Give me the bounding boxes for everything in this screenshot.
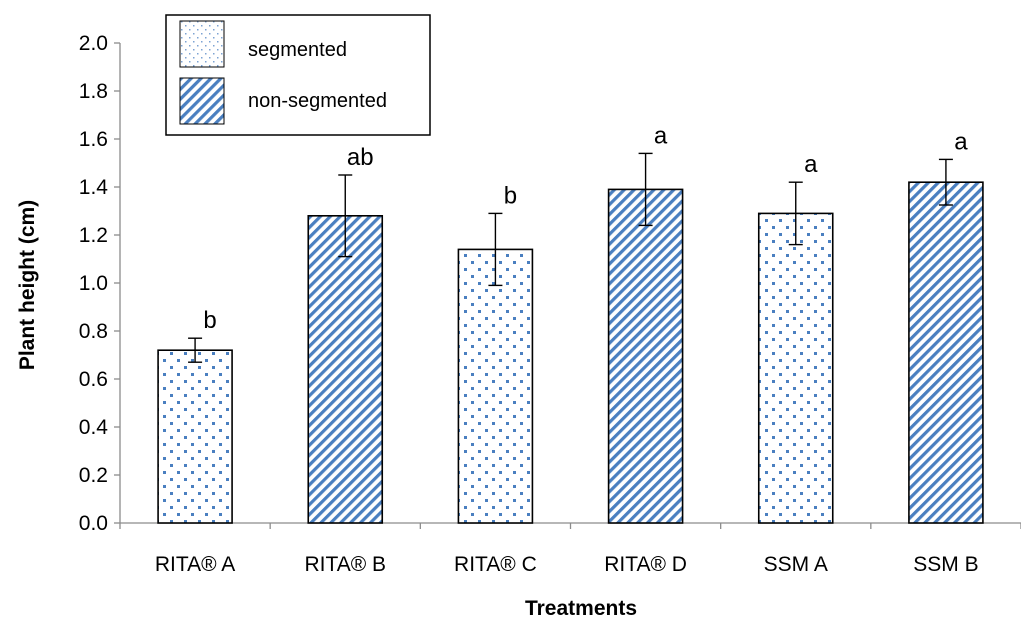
significance-label: ab: [347, 144, 374, 171]
x-axis: RITA® A RITA® B RITA® C RITA® D SSM A SSM B: [119, 522, 1021, 576]
y-axis: 0.0 0.2 0.4 0.6 0.8 1.0 1.2 1.4 1.6 1.8 2.0: [79, 32, 121, 535]
x-tick-label: RITA® A: [155, 553, 235, 576]
x-tick-label: SSM A: [764, 553, 828, 576]
x-tick-label: RITA® B: [304, 553, 386, 576]
legend-swatch-non-segmented: [179, 77, 225, 125]
bars: b ab b a a a: [157, 122, 984, 524]
bar: [307, 215, 384, 524]
y-tick-label: 2.0: [79, 32, 108, 55]
x-tick-label: SSM B: [913, 553, 978, 576]
legend-swatch-segmented: [179, 20, 225, 68]
bar: [757, 212, 834, 524]
significance-label: b: [504, 182, 517, 209]
legend-label-non-segmented: non-segmented: [248, 90, 387, 112]
x-axis-title: Treatments: [525, 597, 637, 620]
legend: segmented non-segmented: [165, 14, 431, 136]
x-tick-label: RITA® D: [604, 553, 687, 576]
bar: [908, 181, 984, 524]
y-tick-label: 1.2: [79, 224, 108, 247]
y-tick-label: 1.0: [79, 272, 108, 295]
y-tick-label: 1.4: [79, 176, 109, 199]
y-tick-label: 1.8: [79, 80, 108, 103]
legend-label-segmented: segmented: [248, 39, 347, 61]
y-tick-label: 0.8: [79, 320, 108, 343]
bar: [157, 349, 233, 524]
y-axis-title: Plant height (cm): [16, 200, 39, 370]
x-tick-label: RITA® C: [454, 553, 537, 576]
y-tick-label: 0.0: [79, 512, 108, 535]
significance-label: a: [804, 151, 818, 178]
bar: [607, 188, 684, 524]
significance-label: a: [654, 122, 668, 149]
significance-label: b: [203, 307, 216, 334]
bar: [457, 248, 534, 524]
significance-label: a: [954, 128, 968, 155]
y-tick-label: 0.2: [79, 464, 108, 487]
y-tick-label: 0.4: [79, 416, 109, 439]
y-tick-label: 0.6: [79, 368, 108, 391]
y-tick-label: 1.6: [79, 128, 108, 151]
